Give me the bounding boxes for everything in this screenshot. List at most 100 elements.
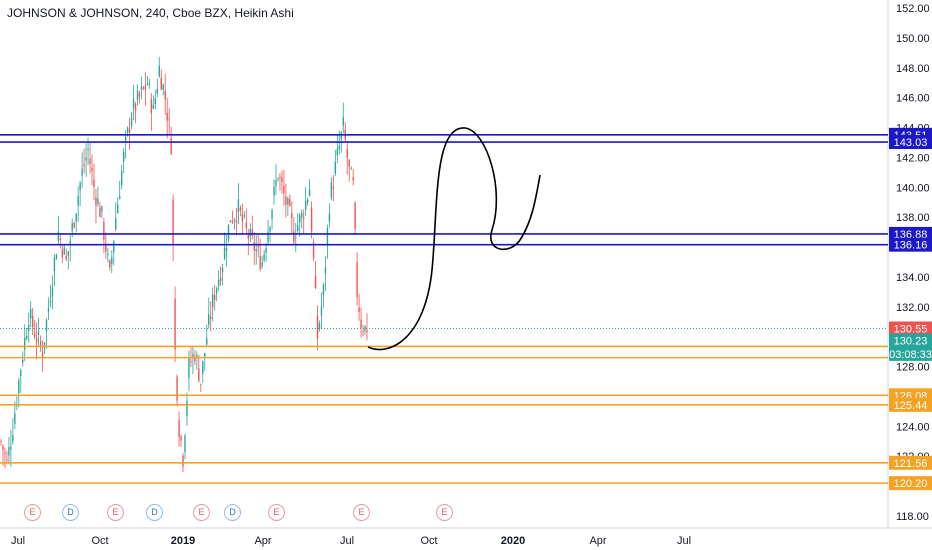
candle-body [164,91,166,100]
earnings-marker[interactable]: E [353,504,370,521]
candle-body [310,207,313,232]
x-tick-label: Apr [254,535,271,547]
candle-body [332,186,335,189]
candle-body [97,198,99,205]
dividend-marker[interactable]: D [146,504,163,521]
candle-body [2,445,4,451]
candle-body [243,215,246,217]
candle-body [213,295,216,300]
candle-body [251,229,253,236]
candle-body [128,128,131,133]
candle-body [247,234,249,239]
price-badge [889,321,932,336]
dividend-marker[interactable]: D [62,504,79,521]
candle-body [336,148,339,156]
candle-body [174,298,176,350]
candle-body [324,267,327,274]
candle-body [152,105,155,109]
candle-body [87,148,89,151]
earnings-marker[interactable]: E [436,504,453,521]
candle-body [318,323,321,329]
candle-body [37,331,40,335]
y-tick-label: 148.00 [896,63,930,75]
candle-body [22,359,24,363]
level-badge-label: 120.20 [894,478,928,490]
candle-body [261,262,263,267]
earnings-marker[interactable]: E [24,504,41,521]
candle-body [334,162,337,174]
candle-body [233,219,236,221]
price-badges: 143.51143.03136.88136.16126.08125.44121.… [889,127,932,491]
candle-body [302,217,305,219]
candle-body [283,186,285,193]
candle-body [160,77,162,90]
candle-body [235,220,238,223]
candles [0,56,368,473]
candle-body [237,198,240,213]
y-tick-label: 128.00 [896,362,930,374]
candle-body [103,221,105,240]
candle-body [364,325,366,331]
candle-body [287,198,289,205]
level-badge-label: 121.56 [894,458,928,470]
x-tick-label: Oct [91,535,108,547]
candle-body [178,420,180,437]
candle-body [107,254,109,256]
candle-body [138,92,141,97]
candle-body [170,137,172,154]
candle-body [10,446,12,450]
candle-body [0,441,2,443]
candle-body [39,341,42,346]
candle-body [148,83,151,85]
candle-body [356,262,358,297]
horizontal-levels [0,134,888,484]
earnings-marker[interactable]: E [107,504,124,521]
candle-body [360,319,362,328]
candle-body [285,196,287,205]
candle-body [182,455,184,467]
x-tick-label: 2019 [171,535,195,547]
candle-body [8,447,10,456]
candle-body [43,342,46,348]
candle-body [77,196,79,206]
candle-body [202,361,204,374]
candle-body [126,127,129,133]
candle-body [79,182,81,191]
candle-body [140,86,143,90]
candle-body [14,413,16,425]
candle-body [200,383,202,385]
candle-body [120,171,123,186]
candle-body [330,182,333,198]
candle-body [55,254,58,260]
candle-body [322,284,325,295]
level-badge [889,135,932,150]
y-tick-label: 134.00 [896,272,930,284]
y-tick-label: 138.00 [896,212,930,224]
candle-body [229,220,232,223]
candle-body [101,206,103,212]
candle-body [350,168,352,170]
candle-body [6,459,8,461]
candle-body [31,315,34,327]
dividend-marker[interactable]: D [224,504,241,521]
candle-body [168,118,170,120]
y-tick-label: 124.00 [896,421,930,433]
candle-body [124,136,127,142]
candle-body [132,98,135,108]
candle-body [53,258,56,272]
earnings-marker[interactable]: E [268,504,285,521]
candle-body [115,218,117,230]
candle-body [346,149,348,158]
candle-body [340,132,342,140]
earnings-marker[interactable]: E [193,504,210,521]
candle-body [249,228,251,237]
candle-body [4,452,6,455]
candle-body [24,337,26,350]
candle-body [362,331,364,333]
candle-body [314,275,317,289]
candle-body [358,307,360,313]
candle-body [89,158,91,164]
candle-body [291,213,293,218]
